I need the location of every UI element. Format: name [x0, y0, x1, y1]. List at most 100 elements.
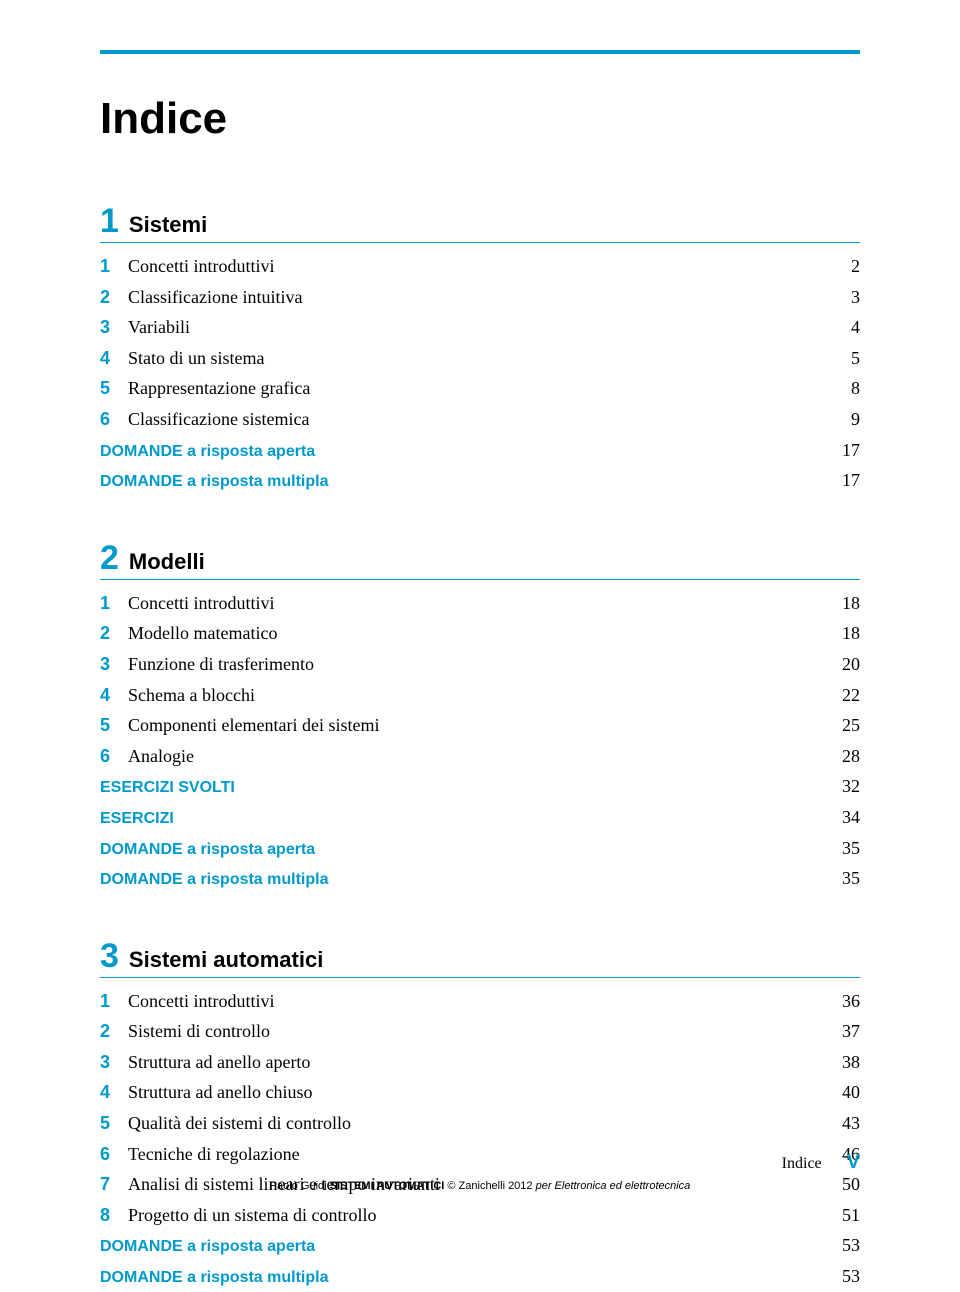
page-number: 38 [820, 1047, 860, 1078]
toc-row: DOMANDE a risposta aperta 53 [100, 1230, 860, 1261]
item-label: Qualità dei sistemi di controllo [128, 1108, 351, 1139]
toc-row: ESERCIZI34 [100, 802, 860, 833]
item-number: 3 [100, 312, 128, 343]
toc-row: 4Schema a blocchi 22 [100, 680, 860, 711]
item-number: 8 [100, 1200, 128, 1231]
item-number: 1 [100, 251, 128, 282]
credit-author: Paolo Guidi [270, 1180, 330, 1192]
page-number: 40 [820, 1077, 860, 1108]
page-number: 8 [820, 373, 860, 404]
toc-row: 5Qualità dei sistemi di controllo 43 [100, 1108, 860, 1139]
item-label: Stato di un sistema [128, 343, 265, 374]
item-label: Concetti introduttivi [128, 251, 275, 282]
item-number: 5 [100, 373, 128, 404]
item-label: Rappresentazione grafica [128, 373, 310, 404]
item-label: Classificazione intuitiva [128, 282, 302, 313]
item-label: Concetti introduttivi [128, 986, 275, 1017]
item-number: 3 [100, 649, 128, 680]
item-number: 6 [100, 741, 128, 772]
item-number: 2 [100, 618, 128, 649]
toc-row: DOMANDE a risposta aperta17 [100, 435, 860, 466]
credit-title: SISTEMI AUTOMATICI [330, 1180, 445, 1192]
page-number: 32 [820, 771, 860, 802]
page-number: 5 [820, 343, 860, 374]
item-label: Classificazione sistemica [128, 404, 309, 435]
toc-row: 4Struttura ad anello chiuso 40 [100, 1077, 860, 1108]
item-label: Variabili [128, 312, 190, 343]
chapter-number: 3 [100, 939, 119, 973]
toc-row: 6Analogie 28 [100, 741, 860, 772]
toc-row: DOMANDE a risposta aperta35 [100, 833, 860, 864]
page-title: Indice [100, 94, 860, 144]
chapter-name: Sistemi automatici [129, 947, 323, 973]
item-special-label: DOMANDE a risposta aperta [100, 836, 315, 863]
toc-row: 3Variabili4 [100, 312, 860, 343]
page-number: 18 [820, 618, 860, 649]
item-number: 1 [100, 986, 128, 1017]
page-number: 22 [820, 680, 860, 711]
item-number: 4 [100, 1077, 128, 1108]
toc-row: 1Concetti introduttivi 2 [100, 251, 860, 282]
credit-copyright: © Zanichelli 2012 [444, 1180, 535, 1192]
page-number: 25 [820, 710, 860, 741]
page-number: 2 [820, 251, 860, 282]
chapter-head: 1 Sistemi [100, 204, 860, 243]
item-special-label: DOMANDE a risposta aperta [100, 1233, 315, 1260]
toc-row: 3Funzione di trasferimento 20 [100, 649, 860, 680]
page-number: 17 [820, 435, 860, 466]
item-label: Schema a blocchi [128, 680, 255, 711]
chapter-name: Sistemi [129, 212, 207, 238]
page-number: 43 [820, 1108, 860, 1139]
toc-row: 8Progetto di un sistema di controllo 51 [100, 1200, 860, 1231]
footer-top: Indice V [100, 1151, 860, 1174]
item-number: 4 [100, 680, 128, 711]
toc-row: 5Rappresentazione grafica 8 [100, 373, 860, 404]
item-special-label: DOMANDE a risposta multipla [100, 1264, 328, 1291]
toc-row: 5Componenti elementari dei sistemi25 [100, 710, 860, 741]
page-number: 37 [820, 1016, 860, 1047]
toc-row: 2Classificazione intuitiva 3 [100, 282, 860, 313]
item-number: 2 [100, 282, 128, 313]
footer-label: Indice [782, 1155, 822, 1173]
item-label: Struttura ad anello chiuso [128, 1077, 312, 1108]
toc-row: 1Concetti introduttivi36 [100, 986, 860, 1017]
item-special-label: DOMANDE a risposta multipla [100, 468, 328, 495]
item-label: Modello matematico [128, 618, 277, 649]
chapter-block: 3Sistemi automatici1Concetti introduttiv… [100, 939, 860, 1292]
page-number: 53 [820, 1261, 860, 1292]
chapter-head: 3 Sistemi automatici [100, 939, 860, 978]
item-label: Struttura ad anello aperto [128, 1047, 310, 1078]
item-label: Analogie [128, 741, 194, 772]
page-number: 17 [820, 465, 860, 496]
item-label: Funzione di trasferimento [128, 649, 314, 680]
page-number: 3 [820, 282, 860, 313]
item-number: 1 [100, 588, 128, 619]
item-label: Sistemi di controllo [128, 1016, 270, 1047]
item-special-label: DOMANDE a risposta multipla [100, 866, 328, 893]
item-number: 5 [100, 710, 128, 741]
toc-row: ESERCIZI SVOLTI 32 [100, 771, 860, 802]
chapter-number: 1 [100, 204, 119, 238]
top-rule [100, 50, 860, 54]
toc-row: DOMANDE a risposta multipla 17 [100, 465, 860, 496]
item-number: 6 [100, 404, 128, 435]
page-number: 51 [820, 1200, 860, 1231]
chapter-block: 2Modelli1Concetti introduttivi182Modello… [100, 541, 860, 894]
page-number: 20 [820, 649, 860, 680]
page-number: 53 [820, 1230, 860, 1261]
footer-pagenum: V [847, 1151, 860, 1174]
item-label: Progetto di un sistema di controllo [128, 1200, 376, 1231]
item-special-label: ESERCIZI [100, 805, 174, 832]
toc-row: 2Modello matematico 18 [100, 618, 860, 649]
item-number: 2 [100, 1016, 128, 1047]
page-number: 18 [820, 588, 860, 619]
toc-row: 4Stato di un sistema5 [100, 343, 860, 374]
credit-subtitle: per Elettronica ed elettrotecnica [536, 1180, 691, 1192]
page-number: 35 [820, 863, 860, 894]
toc-row: 6Classificazione sistemica9 [100, 404, 860, 435]
toc-row: DOMANDE a risposta multipla 53 [100, 1261, 860, 1292]
item-number: 5 [100, 1108, 128, 1139]
item-special-label: ESERCIZI SVOLTI [100, 774, 235, 801]
page-number: 28 [820, 741, 860, 772]
chapter-number: 2 [100, 541, 119, 575]
